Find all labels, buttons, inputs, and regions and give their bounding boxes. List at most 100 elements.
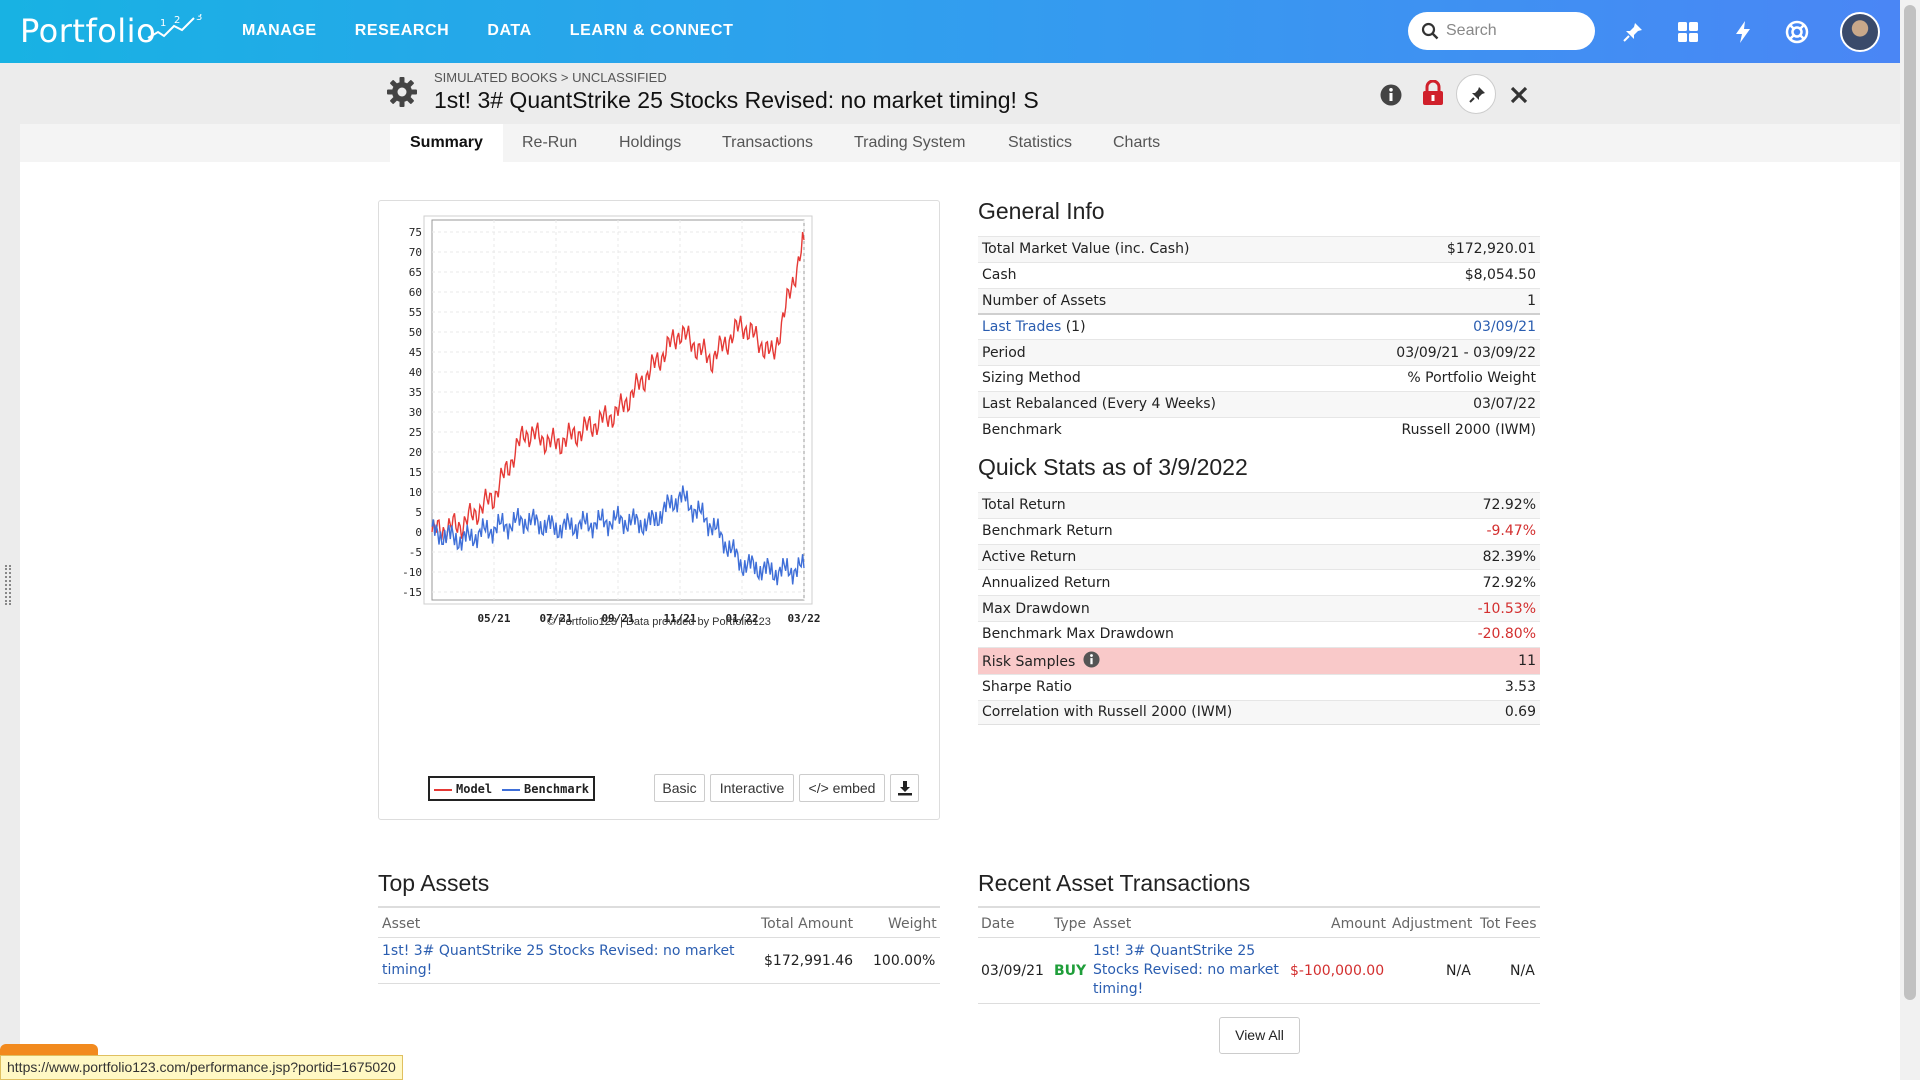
last-trades-date-link[interactable]: 03/09/21 (1473, 319, 1536, 336)
settings-gear-icon[interactable] (386, 76, 418, 108)
chart-download-button[interactable] (890, 774, 919, 802)
tab-trading-system[interactable]: Trading System (854, 134, 966, 151)
qs-value: 3.53 (1504, 679, 1536, 696)
brand-logo[interactable]: Portfolio 1 2 3 (20, 12, 202, 50)
quick-stats-heading: Quick Stats as of 3/9/2022 (978, 454, 1248, 480)
info-icon[interactable] (1380, 84, 1402, 106)
x-tick-label: 03/22 (787, 612, 820, 625)
col-total-amount[interactable]: Total Amount (761, 916, 854, 932)
nav-learn-connect[interactable]: LEARN & CONNECT (569, 22, 734, 39)
gi-label: Last Rebalanced (Every 4 Weeks) (982, 396, 1216, 413)
last-trades-link[interactable]: Last Trades (982, 319, 1062, 336)
chart-embed-button[interactable]: </> embed (799, 774, 885, 802)
y-tick-label: -10 (402, 566, 422, 579)
qs-label: Total Return (982, 497, 1066, 514)
tab-bar: Summary Re-Run Holdings Transactions Tra… (20, 124, 1900, 162)
x-tick-label: 01/22 (725, 612, 758, 625)
gi-row-sizing-method: Sizing Method % Portfolio Weight (978, 364, 1540, 391)
col-type[interactable]: Type (1054, 916, 1087, 932)
feedback-tab[interactable] (0, 1044, 98, 1056)
lock-icon[interactable] (1422, 80, 1444, 106)
gi-row-market-value: Total Market Value (inc. Cash) $172,920.0… (978, 236, 1540, 262)
search-input[interactable]: Search (1408, 12, 1595, 50)
nav-manage[interactable]: MANAGE (242, 22, 317, 39)
pin-button[interactable] (1456, 74, 1496, 114)
lightning-icon[interactable] (1730, 19, 1756, 45)
qs-label: Active Return (982, 548, 1077, 565)
svg-text:1: 1 (160, 18, 167, 29)
brand-name: Portfolio (20, 12, 157, 50)
col-asset[interactable]: Asset (382, 916, 421, 932)
tx-adjustment: N/A (1446, 963, 1471, 979)
qs-row-active-return: Active Return 82.39% (978, 543, 1540, 570)
performance-chart[interactable]: 757065605550454035302520151050-5-10-1505… (378, 200, 940, 770)
scrollbar-thumb[interactable] (1904, 5, 1916, 1000)
tab-rerun[interactable]: Re-Run (522, 134, 578, 151)
gi-row-benchmark: Benchmark Russell 2000 (IWM) (978, 416, 1540, 443)
chart-basic-button[interactable]: Basic (654, 774, 705, 802)
tab-summary[interactable]: Summary (390, 124, 503, 162)
y-tick-label: 10 (409, 486, 422, 499)
x-tick-label: 07/21 (539, 612, 572, 625)
col-amount[interactable]: Amount (1331, 916, 1387, 932)
qs-row-sharpe-ratio: Sharpe Ratio 3.53 (978, 673, 1540, 700)
pin-icon[interactable] (1620, 19, 1646, 45)
gi-row-last-trades: Last Trades (1) 03/09/21 (978, 313, 1540, 339)
tx-asset-line1: 1st! 3# QuantStrike 25 (1093, 943, 1256, 959)
help-lifebuoy-icon[interactable] (1784, 19, 1810, 45)
info-icon[interactable] (1083, 651, 1100, 668)
tab-charts[interactable]: Charts (1113, 134, 1161, 151)
chart-credit: © Portfolio123 | Data provided by Portfo… (547, 616, 771, 628)
nav-research[interactable]: RESEARCH (354, 22, 450, 39)
y-tick-label: 50 (409, 326, 422, 339)
qs-value: 72.92% (1482, 574, 1536, 591)
col-weight[interactable]: Weight (888, 916, 937, 932)
y-tick-label: 0 (415, 526, 422, 539)
series-line-benchmark (431, 485, 805, 586)
qs-row-benchmark-max-drawdown: Benchmark Max Drawdown -20.80% (978, 620, 1540, 647)
general-info-heading: General Info (978, 198, 1105, 224)
gi-label: Period (982, 344, 1026, 361)
chart-plot-area (431, 219, 805, 601)
col-tot-fees[interactable]: Tot Fees (1480, 916, 1537, 932)
qs-row-correlation: Correlation with Russell 2000 (IWM) 0.69 (978, 699, 1540, 726)
qs-label: Sharpe Ratio (982, 679, 1072, 696)
gi-label: Sizing Method (982, 370, 1081, 387)
page-scrollbar[interactable] (1900, 0, 1920, 1080)
status-bar-url: https://www.portfolio123.com/performance… (0, 1055, 403, 1080)
x-tick-label: 11/21 (663, 612, 696, 625)
logo-chart-icon: 1 2 3 (147, 14, 203, 39)
qs-row-max-drawdown: Max Drawdown -10.53% (978, 595, 1540, 621)
qs-label: Risk Samples (982, 654, 1076, 671)
apps-grid-icon[interactable] (1675, 19, 1701, 45)
qs-value: -20.80% (1477, 626, 1536, 643)
tab-statistics[interactable]: Statistics (1008, 134, 1073, 151)
side-drag-handle[interactable] (5, 565, 11, 605)
x-tick-label: 09/21 (601, 612, 634, 625)
gi-label: Cash (982, 267, 1017, 284)
divider (978, 1003, 1540, 1004)
user-avatar[interactable] (1840, 12, 1880, 52)
view-all-button[interactable]: View All (1219, 1017, 1300, 1054)
chart-legend[interactable]: Model Benchmark (428, 776, 595, 801)
col-asset[interactable]: Asset (1093, 916, 1132, 932)
col-date[interactable]: Date (981, 916, 1015, 932)
top-asset-link[interactable]: 1st! 3# QuantStrike 25 Stocks Revised: n… (382, 942, 735, 980)
tx-asset-line3: timing! (1093, 981, 1144, 997)
tab-transactions[interactable]: Transactions (722, 134, 813, 151)
tab-holdings[interactable]: Holdings (619, 134, 682, 151)
breadcrumb[interactable]: SIMULATED BOOKS > UNCLASSIFIED (434, 70, 667, 85)
tx-asset-link[interactable]: 1st! 3# QuantStrike 25 Stocks Revised: n… (1093, 942, 1279, 999)
y-tick-label: 55 (409, 306, 422, 319)
y-tick-label: 65 (409, 266, 422, 279)
close-icon[interactable] (1509, 85, 1529, 105)
gi-row-cash: Cash $8,054.50 (978, 261, 1540, 288)
col-adjustment[interactable]: Adjustment (1392, 916, 1473, 932)
top-assets-heading: Top Assets (378, 870, 490, 896)
svg-text:3: 3 (196, 14, 203, 23)
chart-interactive-button[interactable]: Interactive (710, 774, 794, 802)
nav-data[interactable]: DATA (487, 22, 532, 39)
y-tick-label: 75 (409, 226, 422, 239)
search-placeholder: Search (1446, 22, 1497, 39)
y-tick-label: 35 (409, 386, 422, 399)
